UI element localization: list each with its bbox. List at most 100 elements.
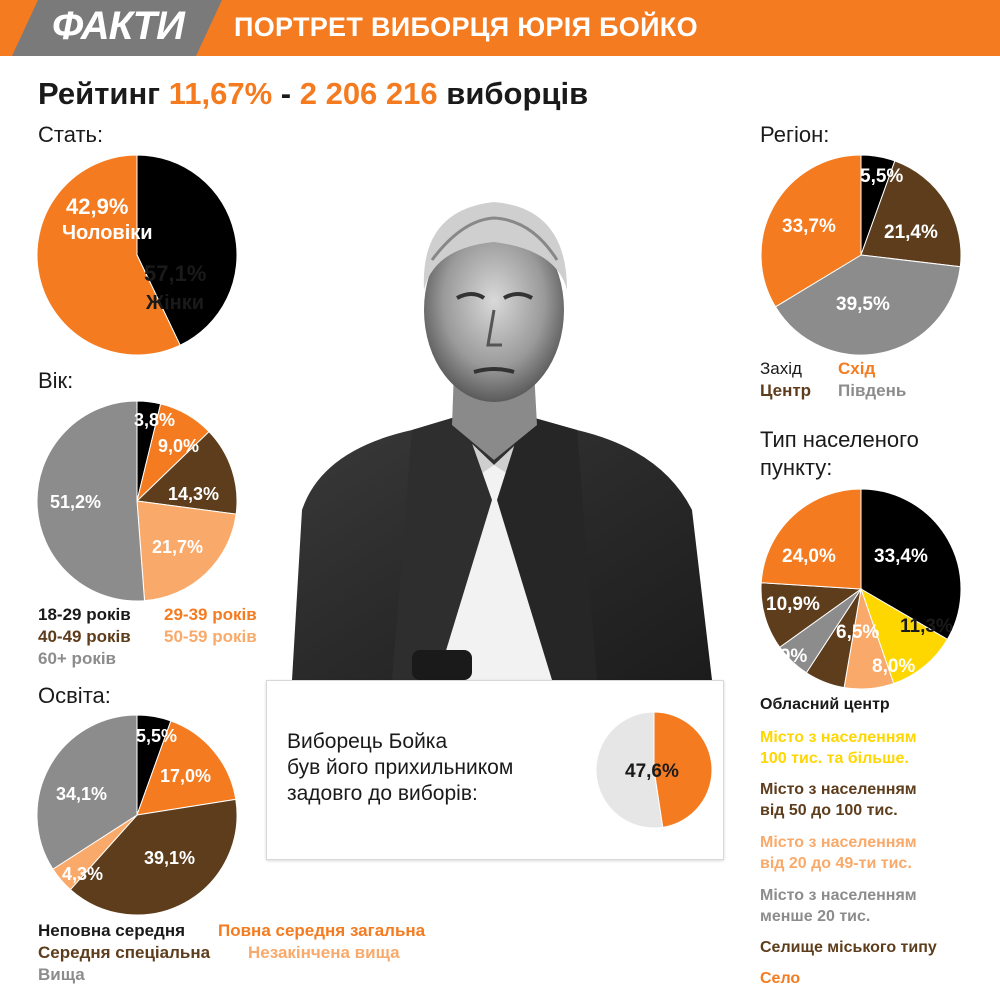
rating-voters-word: виборців — [446, 76, 589, 111]
settlement-label-regional-center: 33,4% — [874, 546, 928, 567]
region-label-east: 33,7% — [782, 216, 836, 237]
region-legend-center: Центр — [760, 381, 812, 400]
callout-text: Виборець Бойка був його прихильником зад… — [287, 729, 513, 807]
settlement-legend-regional-center: Обласний центр — [760, 696, 890, 713]
age-label-40-49: 14,3% — [168, 484, 219, 504]
callout-line1: Виборець Бойка — [287, 730, 448, 753]
header-bar: ФАКТИ ПОРТРЕТ ВИБОРЦЯ ЮРІЯ БОЙКО — [0, 0, 1000, 56]
pie-slice — [860, 488, 962, 641]
region-legend-west: Захід — [760, 359, 802, 378]
pie-slices — [36, 400, 238, 602]
page-title: ПОРТРЕТ ВИБОРЦЯ ЮРІЯ БОЙКО — [234, 12, 698, 42]
pie-slice — [653, 711, 713, 828]
gender-men-label: Чоловіки — [62, 222, 153, 244]
region-legend-east: Схід — [838, 359, 876, 378]
education-legend-specialized-secondary: Середня спеціальна — [38, 943, 211, 962]
region-label-south: 39,5% — [836, 294, 890, 315]
pie-slice — [760, 488, 862, 590]
age-label-18-29: 3,8% — [134, 410, 175, 430]
gender-title: Стать: — [38, 122, 104, 147]
education-label-incomplete-secondary: 5,5% — [136, 726, 177, 746]
pie-slices — [760, 488, 962, 690]
settlement-label-village: 24,0% — [782, 546, 836, 567]
education-legend-incomplete-secondary: Неповна середня — [38, 921, 186, 940]
pie-slices — [36, 154, 238, 356]
age-label-60-plus: 51,2% — [50, 492, 101, 512]
region-pie-chart: 5,5% 21,4% 39,5% 33,7% — [760, 154, 962, 356]
candidate-photo — [292, 202, 712, 680]
rating-voters-count: 2 206 216 — [299, 76, 438, 111]
rating-separator: - — [280, 76, 292, 111]
education-label-specialized-secondary: 39,1% — [144, 848, 195, 868]
settlement-legend-village: Село — [760, 970, 801, 987]
pie-slice — [595, 711, 664, 829]
logo-background-shape — [12, 0, 222, 56]
pie-slice — [36, 714, 138, 870]
age-pie-chart: 3,8% 9,0% 14,3% 21,7% 51,2% — [36, 400, 238, 602]
education-title: Освіта: — [38, 683, 111, 708]
callout-line2: був його прихильником — [287, 756, 514, 779]
settlement-legend-city-50-100k-l2: від 50 до 100 тис. — [760, 802, 898, 819]
logo[interactable]: ФАКТИ — [0, 0, 222, 56]
rating-line: Рейтинг 11,67% - 2 206 216 виборців — [38, 76, 588, 112]
settlement-label-city-under-20k: 5,9% — [764, 646, 807, 667]
region-label-west: 5,5% — [860, 166, 903, 187]
age-legend-40-49: 40-49 років — [38, 627, 131, 646]
settlement-label-city-100k: 11,3% — [900, 616, 953, 637]
age-legend-29-39: 29-39 років — [164, 605, 257, 624]
education-legend-higher: Вища — [38, 965, 85, 984]
education-legend-incomplete-higher: Незакінчена вища — [248, 943, 400, 962]
pie-slice — [774, 254, 961, 356]
pie-slices — [595, 711, 713, 829]
pie-slice — [860, 160, 962, 268]
pie-slice — [36, 154, 181, 356]
settlement-legend-city-100k-l2: 100 тис. та більше. — [760, 750, 909, 767]
pie-slices — [760, 154, 962, 356]
settlement-label-city-20-49k: 8,0% — [872, 656, 915, 677]
pie-slice — [69, 798, 238, 916]
age-legend-60-plus: 60+ років — [38, 649, 117, 668]
settlement-label-city-50-100k: 6,5% — [836, 622, 879, 643]
rating-label: Рейтинг — [38, 76, 161, 111]
gender-women-value: 57,1% — [144, 261, 206, 286]
education-label-complete-secondary: 17,0% — [160, 766, 211, 786]
gender-pie-chart: 42,9% Чоловіки 57,1% Жінки — [36, 154, 238, 356]
supporter-value: 47,6% — [625, 761, 679, 782]
settlement-legend-city-20-49k-l1: Місто з населенням — [760, 834, 917, 851]
age-legend-18-29: 18-29 років — [38, 605, 131, 624]
age-label-29-39: 9,0% — [158, 436, 199, 456]
pie-slice — [135, 430, 238, 515]
supporter-callout: Виборець Бойка був його прихильником зад… — [266, 680, 724, 860]
settlement-legend-urban-village: Селище міського типу — [760, 939, 937, 956]
pie-slice — [36, 400, 146, 602]
settlement-pie-chart: 33,4% 11,3% 8,0% 6,5% 5,9% 10,9% 24,0% — [760, 488, 962, 690]
settlement-legend-city-under-20k-l2: менше 20 тис. — [760, 908, 871, 925]
logo-text: ФАКТИ — [52, 4, 185, 48]
age-label-50-59: 21,7% — [152, 537, 203, 557]
pie-slice — [860, 587, 949, 685]
pie-slices — [36, 714, 238, 916]
education-label-higher: 34,1% — [56, 784, 107, 804]
settlement-legend-city-20-49k-l2: від 20 до 49-ти тис. — [760, 855, 912, 872]
settlement-title-line2: пункту: — [760, 455, 833, 480]
education-legend-complete-secondary: Повна середня загальна — [218, 921, 426, 940]
rating-percent: 11,67% — [168, 76, 273, 111]
region-legend-south: Південь — [838, 381, 907, 400]
settlement-label-urban-village: 10,9% — [766, 594, 820, 615]
callout-line3: задовго до виборів: — [287, 782, 478, 805]
pie-slice — [760, 582, 863, 648]
gender-women-label: Жінки — [145, 292, 204, 314]
education-pie-chart: 5,5% 17,0% 39,1% 4,3% 34,1% — [36, 714, 238, 916]
region-label-center: 21,4% — [884, 222, 938, 243]
settlement-legend-city-50-100k-l1: Місто з населенням — [760, 781, 917, 798]
pie-slice — [136, 720, 237, 816]
education-label-incomplete-higher: 4,3% — [62, 864, 103, 884]
settlement-legend-city-under-20k-l1: Місто з населенням — [760, 887, 917, 904]
gender-men-value: 42,9% — [66, 194, 128, 219]
pie-slice — [136, 154, 238, 346]
age-legend-50-59: 50-59 років — [164, 627, 257, 646]
age-title: Вік: — [38, 368, 74, 393]
pie-slice — [136, 500, 237, 602]
region-title: Регіон: — [760, 122, 830, 147]
settlement-title-line1: Тип населеного — [760, 427, 919, 452]
